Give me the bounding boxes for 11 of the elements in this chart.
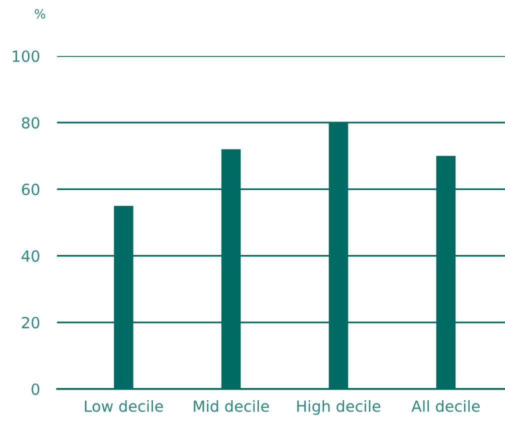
y-tick-label: 100 <box>12 50 40 62</box>
y-tick-label: 80 <box>22 117 40 129</box>
x-tick-label: Mid decile <box>194 400 269 412</box>
y-tick-label: 40 <box>22 250 40 262</box>
x-tick-label: Low decile <box>84 400 163 412</box>
y-tick-label: 60 <box>22 184 40 196</box>
x-tick-label: High decile <box>297 400 380 415</box>
x-tick-label: All decile <box>411 400 480 412</box>
y-tick-label: 20 <box>22 316 40 328</box>
y-tick-label: 0 <box>32 383 40 396</box>
y-axis-title: % <box>34 9 46 19</box>
